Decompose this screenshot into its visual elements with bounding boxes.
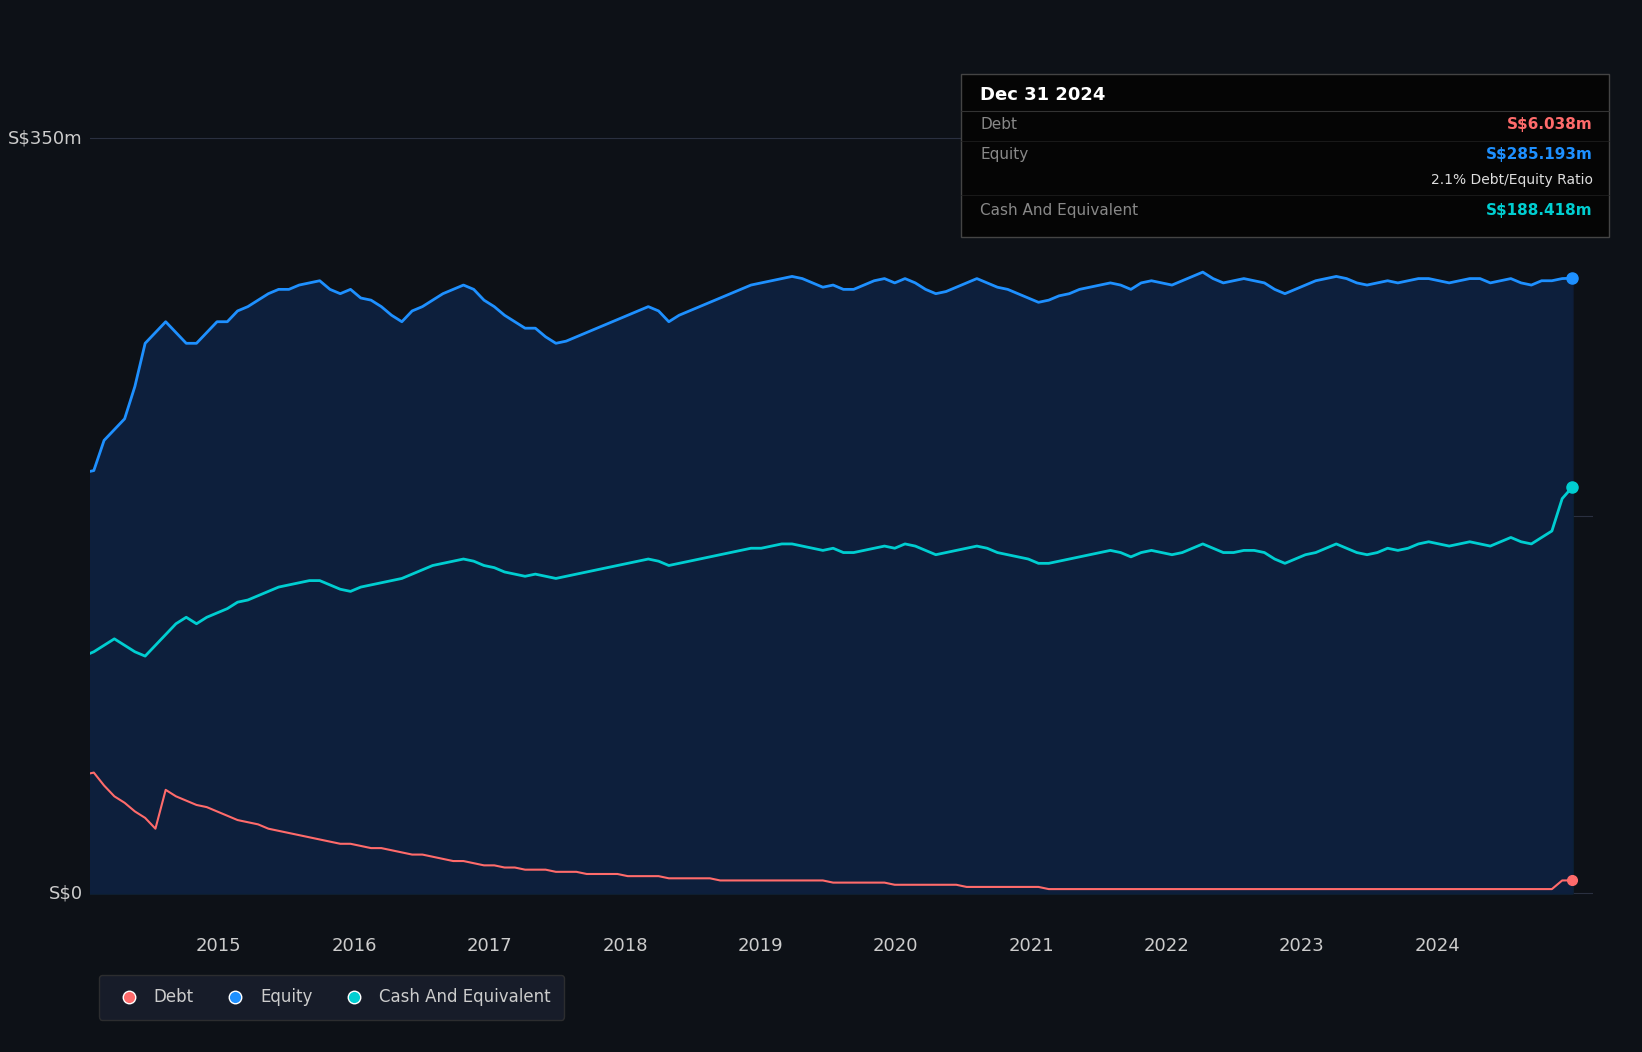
Legend: Debt, Equity, Cash And Equivalent: Debt, Equity, Cash And Equivalent [99,975,565,1019]
Text: 2.1% Debt/Equity Ratio: 2.1% Debt/Equity Ratio [1430,174,1593,187]
Text: S$350m: S$350m [8,129,82,147]
Text: S$285.193m: S$285.193m [1486,146,1593,162]
Text: S$188.418m: S$188.418m [1486,203,1593,218]
Text: Cash And Equivalent: Cash And Equivalent [980,203,1138,218]
Text: S$6.038m: S$6.038m [1507,117,1593,133]
Text: Equity: Equity [980,146,1028,162]
Text: Debt: Debt [980,117,1018,133]
Text: Dec 31 2024: Dec 31 2024 [980,86,1105,104]
Text: S$0: S$0 [49,885,82,903]
